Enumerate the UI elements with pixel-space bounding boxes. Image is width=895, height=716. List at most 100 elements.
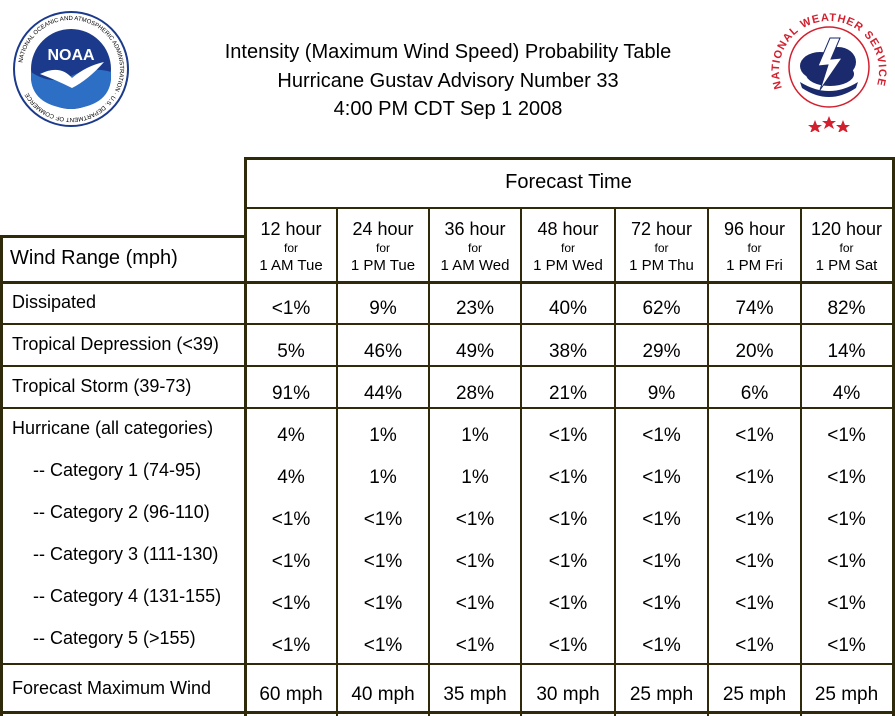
probability-cell: <1% xyxy=(271,551,311,572)
row-label: -- Category 3 (111-130) xyxy=(33,544,219,564)
probability-cell: <1% xyxy=(548,467,588,488)
probability-cell: <1% xyxy=(735,551,774,572)
column-for-label: for xyxy=(560,241,575,255)
probability-cell: <1% xyxy=(363,551,403,572)
probability-cell: <1% xyxy=(827,509,866,530)
column-divider xyxy=(336,207,338,716)
column-hour-label: 36 hour xyxy=(444,219,506,239)
column-divider xyxy=(800,207,802,716)
probability-cell: 4% xyxy=(277,425,305,446)
probability-cell: <1% xyxy=(735,467,774,488)
probability-cell: 9% xyxy=(369,298,397,319)
title-line-3: 4:00 PM CDT Sep 1 2008 xyxy=(333,98,563,120)
probability-cell: <1% xyxy=(827,635,866,656)
row-divider xyxy=(0,365,895,367)
max-wind-cell: 60 mph xyxy=(259,684,323,705)
column-time-label: 1 PM Wed xyxy=(533,257,603,274)
wind-range-header: Wind Range (mph) xyxy=(10,247,178,269)
probability-cell: <1% xyxy=(827,425,866,446)
probability-cell: 91% xyxy=(271,383,311,404)
row-label: Tropical Storm (39-73) xyxy=(12,376,192,396)
row-label: -- Category 2 (96-110) xyxy=(33,502,210,522)
label-column-border xyxy=(244,157,247,716)
probability-cell: <1% xyxy=(455,635,495,656)
max-wind-label: Forecast Maximum Wind xyxy=(12,678,212,698)
probability-cell: 82% xyxy=(827,298,866,319)
row-label: Tropical Depression (<39) xyxy=(12,334,219,354)
probability-cell: 40% xyxy=(548,298,588,319)
row-divider xyxy=(0,323,895,325)
title-line-1: Intensity (Maximum Wind Speed) Probabili… xyxy=(224,41,672,63)
column-time-label: 1 PM Fri xyxy=(726,257,783,274)
column-hour-label: 72 hour xyxy=(630,219,693,239)
probability-cell: 29% xyxy=(642,341,681,362)
probability-cell: <1% xyxy=(827,551,866,572)
column-divider xyxy=(614,207,616,716)
probability-cell: <1% xyxy=(548,593,588,614)
noaa-label: NOAA xyxy=(47,47,95,64)
probability-cell: <1% xyxy=(548,551,588,572)
column-time-label: 1 AM Tue xyxy=(259,257,323,274)
probability-cell: 14% xyxy=(827,341,866,362)
probability-cell: <1% xyxy=(735,509,774,530)
page-title: Intensity (Maximum Wind Speed) Probabili… xyxy=(150,38,746,124)
row-divider xyxy=(0,663,895,665)
column-hour-label: 24 hour xyxy=(352,219,414,239)
column-divider xyxy=(707,207,709,716)
wind-range-top-border xyxy=(0,235,245,238)
probability-cell: <1% xyxy=(735,593,774,614)
noaa-logo: NATIONAL OCEANIC AND ATMOSPHERIC ADMINIS… xyxy=(12,10,130,128)
column-for-label: for xyxy=(654,241,669,255)
probability-cell: 5% xyxy=(277,341,305,362)
probability-cell: <1% xyxy=(548,635,588,656)
probability-cell: <1% xyxy=(363,593,403,614)
row-label: Hurricane (all categories) xyxy=(12,418,214,438)
probability-cell: 1% xyxy=(461,425,489,446)
probability-cell: 21% xyxy=(548,383,588,404)
column-hour-label: 120 hour xyxy=(810,219,883,239)
probability-cell: <1% xyxy=(455,551,495,572)
column-time-label: 1 PM Tue xyxy=(350,257,416,274)
column-divider xyxy=(520,207,522,716)
probability-cell: <1% xyxy=(363,635,403,656)
probability-cell: 62% xyxy=(642,298,681,319)
probability-cell: <1% xyxy=(642,593,681,614)
probability-cell: <1% xyxy=(548,425,588,446)
column-hour-label: 48 hour xyxy=(537,219,599,239)
column-for-label: for xyxy=(375,241,390,255)
probability-cell: 74% xyxy=(735,298,774,319)
probability-cell: <1% xyxy=(827,593,866,614)
column-hour-label: 96 hour xyxy=(723,219,786,239)
table-left-border xyxy=(0,235,3,716)
max-wind-cell: 40 mph xyxy=(351,684,415,705)
probability-cell: 4% xyxy=(832,383,861,404)
probability-cell: <1% xyxy=(642,509,681,530)
table-bottom-border xyxy=(0,711,895,714)
row-label: -- Category 5 (>155) xyxy=(33,628,196,648)
title-line-2: Hurricane Gustav Advisory Number 33 xyxy=(277,69,619,92)
max-wind-cell: 25 mph xyxy=(629,684,694,705)
column-time-label: 1 PM Thu xyxy=(629,257,694,274)
header-bottom-border xyxy=(0,281,895,284)
forecast-time-divider xyxy=(244,207,894,209)
probability-cell: <1% xyxy=(642,467,681,488)
probability-cell: 1% xyxy=(461,467,489,488)
probability-cell: <1% xyxy=(642,425,681,446)
nws-logo: NATIONAL WEATHER SERVICE xyxy=(770,8,888,133)
probability-cell: 20% xyxy=(735,341,774,362)
probability-cell: <1% xyxy=(271,593,311,614)
column-for-label: for xyxy=(839,241,854,255)
probability-cell: <1% xyxy=(271,509,311,530)
probability-cell: <1% xyxy=(548,509,588,530)
probability-cell: <1% xyxy=(455,593,495,614)
table-top-border xyxy=(244,157,894,160)
column-for-label: for xyxy=(283,241,298,255)
row-label: Dissipated xyxy=(12,292,97,312)
max-wind-cell: 25 mph xyxy=(722,684,787,705)
probability-cell: <1% xyxy=(455,509,495,530)
probability-cell: <1% xyxy=(642,635,681,656)
max-wind-cell: 30 mph xyxy=(536,684,600,705)
probability-cell: 46% xyxy=(363,341,403,362)
probability-cell: <1% xyxy=(735,635,774,656)
